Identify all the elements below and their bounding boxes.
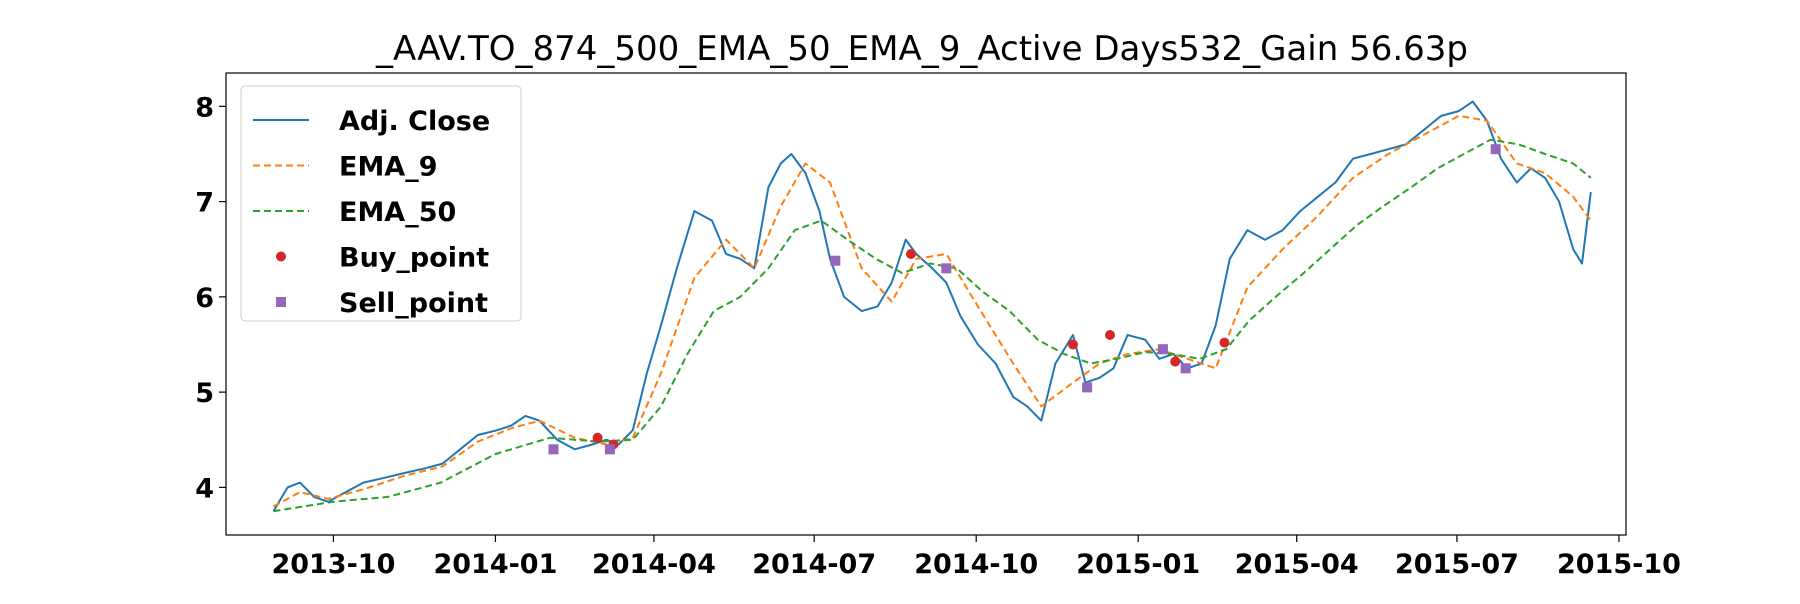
sell-point-marker xyxy=(830,255,841,266)
buy-point-marker xyxy=(1170,356,1181,367)
x-tick-label: 2015-10 xyxy=(1557,549,1681,580)
x-axis: 2013-10 2014-01 2014-04 2014-07 2014-10 2015-… xyxy=(271,535,1681,580)
y-tick-label: 6 xyxy=(195,283,214,314)
legend-swatch-sell-point xyxy=(276,297,286,307)
x-tick-label: 2015-04 xyxy=(1235,549,1359,580)
sell-point-marker xyxy=(1157,344,1168,355)
sell-point-marker xyxy=(1180,363,1191,374)
sell-point-marker xyxy=(1082,382,1093,393)
legend: Adj. Close EMA_9 EMA_50 Buy_point Sell_point xyxy=(240,85,522,322)
legend-swatch-buy-point xyxy=(276,251,286,262)
buy-point-marker xyxy=(1068,339,1078,350)
plot-area xyxy=(225,72,1627,536)
sell-point-marker xyxy=(1490,144,1501,155)
buy-point-marker xyxy=(592,432,603,443)
x-tick-label: 2014-10 xyxy=(914,549,1038,580)
x-tick-label: 2014-07 xyxy=(752,549,876,580)
legend-label-sell-point: Sell_point xyxy=(339,288,488,319)
y-tick-label: 7 xyxy=(195,188,214,219)
x-tick-label: 2014-01 xyxy=(433,549,557,580)
legend-label-ema-9: EMA_9 xyxy=(339,152,438,183)
buy-point-marker xyxy=(906,249,916,259)
y-tick-label: 8 xyxy=(195,92,214,123)
legend-box xyxy=(240,85,522,322)
chart-title: _AAV.TO_874_500_EMA_50_EMA_9_Active Days… xyxy=(375,29,1468,69)
buy-point-marker xyxy=(1105,330,1115,340)
x-tick-label: 2013-10 xyxy=(271,549,395,580)
legend-label-adj-close: Adj. Close xyxy=(339,106,490,137)
x-tick-label: 2014-04 xyxy=(592,549,716,580)
legend-label-ema-50: EMA_50 xyxy=(339,197,456,228)
buy-point-marker xyxy=(1219,337,1230,348)
x-tick-label: 2015-01 xyxy=(1076,549,1200,580)
legend-label-buy-point: Buy_point xyxy=(339,243,489,274)
y-tick-label: 5 xyxy=(195,378,214,409)
series-line-ema-9 xyxy=(273,114,1592,508)
sell-point-marker xyxy=(941,263,952,274)
y-axis: 4 5 6 7 8 xyxy=(195,92,226,504)
x-tick-label: 2015-07 xyxy=(1395,549,1519,580)
series-line-adj-close xyxy=(272,100,1592,512)
series-line-ema-50 xyxy=(273,138,1592,513)
sell-point-marker xyxy=(604,444,615,455)
y-tick-label: 4 xyxy=(195,473,214,504)
plot-frame xyxy=(225,72,1627,536)
sell-point-marker xyxy=(548,444,559,455)
